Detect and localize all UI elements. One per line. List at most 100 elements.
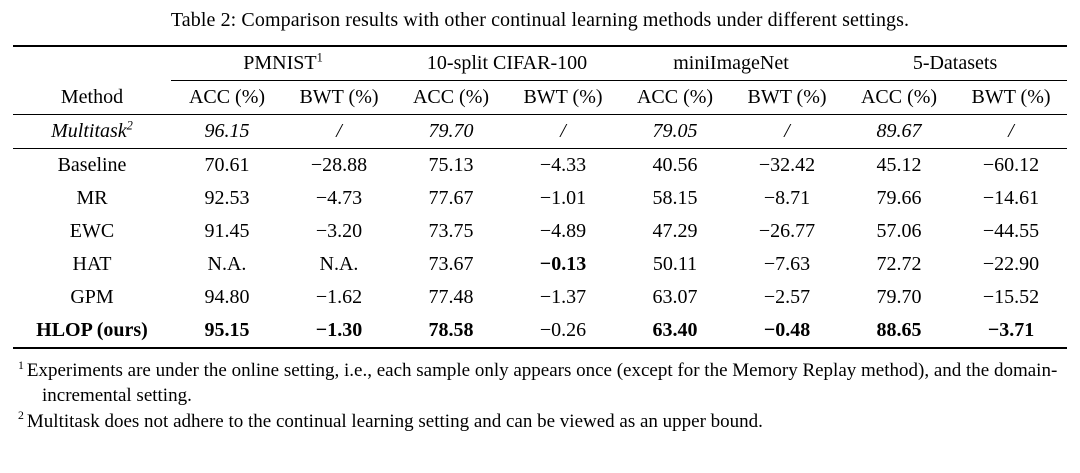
column-header-acc: ACC (%) (395, 80, 507, 115)
value-cell: −4.33 (539, 154, 587, 176)
value-cell: 92.53 (204, 187, 250, 209)
value-cell: 79.66 (876, 187, 922, 209)
group-header-pmnist: PMNIST1 (171, 46, 395, 81)
group-header-label: 5-Datasets (912, 52, 998, 74)
value-cell: −15.52 (982, 286, 1040, 308)
value-cell: −7.63 (763, 253, 811, 275)
value-cell: / (283, 114, 395, 149)
column-header-bwt: BWT (%) (955, 80, 1068, 115)
value-cell: 58.15 (652, 187, 698, 209)
value-cell: 73.75 (428, 220, 474, 242)
value-cell: −44.55 (982, 220, 1040, 242)
column-header-acc: ACC (%) (843, 80, 956, 115)
value-cell: −1.37 (539, 286, 587, 308)
value-cell: −32.42 (758, 154, 816, 176)
value-cell: 75.13 (428, 154, 474, 176)
value-cell: 77.48 (428, 286, 474, 308)
value-cell: −4.89 (539, 220, 587, 242)
value-cell-best: 78.58 (428, 319, 474, 341)
value-cell: 91.45 (204, 220, 250, 242)
group-header-empty (13, 46, 171, 81)
value-cell: −26.77 (758, 220, 816, 242)
column-header-acc: ACC (%) (171, 80, 283, 115)
value-cell: −1.01 (539, 187, 587, 209)
value-cell: N.A. (207, 253, 247, 275)
value-cell: 40.56 (652, 154, 698, 176)
footnote-marker: 2 (18, 409, 24, 423)
value-cell: 50.11 (652, 253, 698, 275)
footnote-text: Multitask does not adhere to the continu… (26, 410, 763, 432)
footnote-text: Experiments are under the online setting… (26, 360, 1058, 407)
method-cell: MR (76, 187, 108, 209)
value-cell: 72.72 (876, 253, 922, 275)
value-cell: 47.29 (652, 220, 698, 242)
method-cell: Baseline (57, 154, 127, 176)
value-cell: −60.12 (982, 154, 1040, 176)
value-cell: −28.88 (310, 154, 368, 176)
value-cell: N.A. (319, 253, 359, 275)
value-cell: / (507, 114, 620, 149)
group-header-label: miniImageNet (673, 52, 789, 74)
value-cell: −1.62 (315, 286, 363, 308)
footnote-marker: 1 (316, 50, 323, 65)
method-cell: HLOP (ours) (36, 319, 148, 341)
value-cell: 96.15 (171, 114, 283, 149)
group-header-cifar100: 10-split CIFAR-100 (395, 46, 620, 81)
table-row-ewc: EWC 91.45 −3.20 73.75 −4.89 47.29 −26.77… (13, 215, 1067, 248)
table-row-hat: HAT N.A. N.A. 73.67 −0.13 50.11 −7.63 72… (13, 248, 1067, 281)
value-cell-best: −0.13 (539, 253, 587, 275)
group-header-miniimagenet: miniImageNet (619, 46, 844, 81)
group-header-label: 10-split CIFAR-100 (426, 52, 588, 74)
footnotes: 1 Experiments are under the online settin… (18, 358, 1066, 434)
footnote-1: 1 Experiments are under the online settin… (18, 358, 1066, 409)
value-cell: / (955, 114, 1068, 149)
column-header-method: Method (13, 80, 171, 115)
results-table: PMNIST1 10-split CIFAR-100 miniImageNet … (13, 45, 1068, 349)
value-cell-best: −3.71 (987, 319, 1035, 341)
value-cell: 73.67 (428, 253, 474, 275)
table-column-header-row: Method ACC (%) BWT (%) ACC (%) BWT (%) A… (13, 80, 1068, 115)
value-cell: −22.90 (982, 253, 1040, 275)
value-cell-best: 63.40 (652, 319, 698, 341)
value-cell: 79.70 (876, 286, 922, 308)
table-row-multitask: Multitask2 96.15 / 79.70 / 79.05 / 89.67… (13, 114, 1068, 149)
value-cell: −4.73 (315, 187, 363, 209)
method-cell: HAT (72, 253, 112, 275)
table-row-hlop: HLOP (ours) 95.15 −1.30 78.58 −0.26 63.4… (13, 314, 1067, 348)
footnote-2: 2 Multitask does not adhere to the contin… (18, 409, 1066, 434)
column-header-bwt: BWT (%) (731, 80, 844, 115)
value-cell: / (731, 114, 844, 149)
value-cell: 94.80 (204, 286, 250, 308)
value-cell: −14.61 (982, 187, 1040, 209)
value-cell: −8.71 (763, 187, 811, 209)
table-row-mr: MR 92.53 −4.73 77.67 −1.01 58.15 −8.71 7… (13, 182, 1067, 215)
value-cell-best: 88.65 (876, 319, 922, 341)
method-cell: Multitask2 (13, 114, 171, 149)
value-cell: 79.05 (619, 114, 732, 149)
method-cell: GPM (70, 286, 114, 308)
value-cell-best: 95.15 (204, 319, 250, 341)
value-cell: 57.06 (876, 220, 922, 242)
value-cell: 63.07 (652, 286, 698, 308)
group-header-label: PMNIST (243, 52, 317, 74)
value-cell-best: −0.48 (763, 319, 811, 341)
value-cell: 45.12 (876, 154, 922, 176)
footnote-marker: 2 (126, 118, 133, 133)
table-row-baseline: Baseline 70.61 −28.88 75.13 −4.33 40.56 … (13, 149, 1067, 183)
value-cell: 77.67 (428, 187, 474, 209)
method-label: Multitask (51, 120, 127, 142)
value-cell: −0.26 (539, 319, 587, 341)
value-cell: −3.20 (315, 220, 363, 242)
table-group-header-row: PMNIST1 10-split CIFAR-100 miniImageNet … (13, 46, 1068, 81)
table-caption: Table 2: Comparison results with other c… (170, 9, 910, 31)
footnote-marker: 1 (18, 358, 24, 372)
table-row-gpm: GPM 94.80 −1.62 77.48 −1.37 63.07 −2.57 … (13, 281, 1067, 314)
value-cell-best: −1.30 (315, 319, 363, 341)
value-cell: 70.61 (204, 154, 250, 176)
value-cell: −2.57 (763, 286, 811, 308)
column-header-bwt: BWT (%) (507, 80, 620, 115)
method-cell: EWC (69, 220, 115, 242)
value-cell: 89.67 (843, 114, 956, 149)
column-header-acc: ACC (%) (619, 80, 732, 115)
